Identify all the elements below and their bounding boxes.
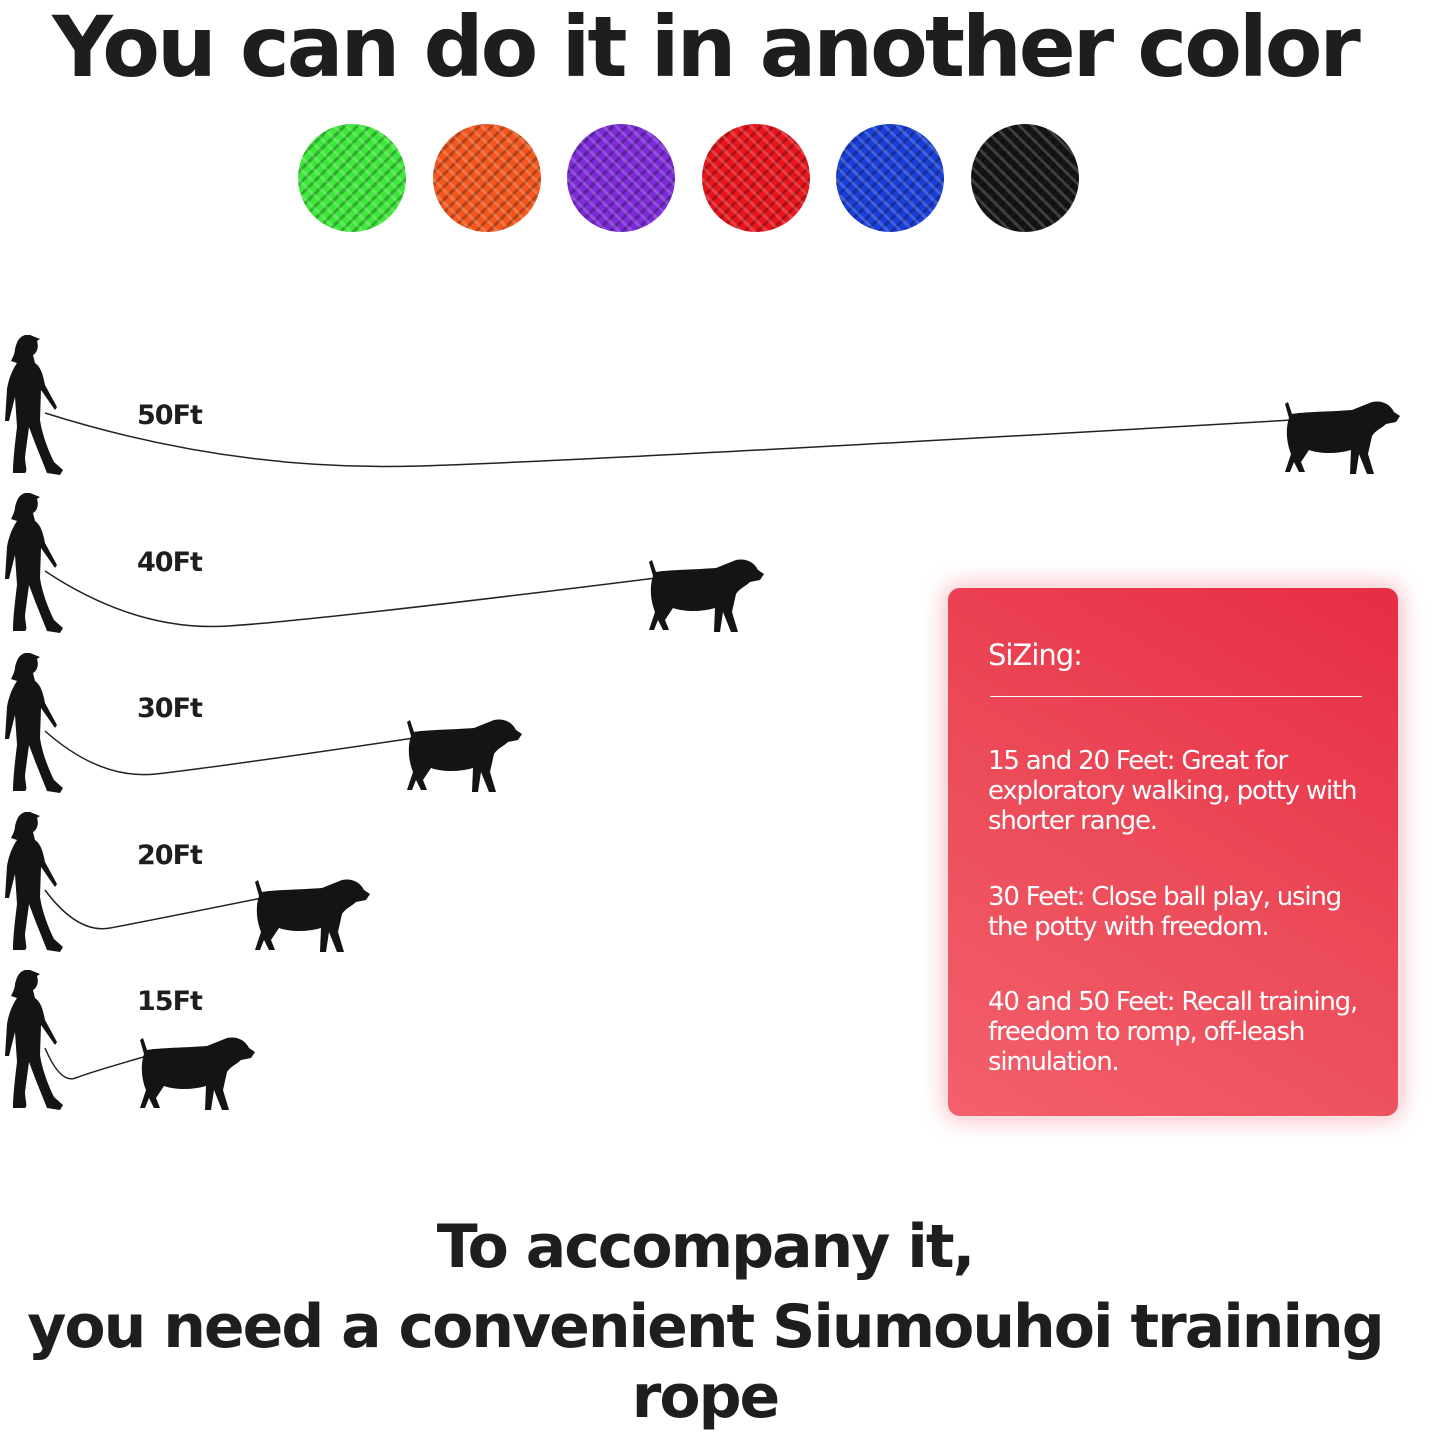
leash-line <box>44 412 1293 468</box>
footer-line-2: you need a convenient Siumouhoi training… <box>27 1292 1384 1432</box>
leash-line <box>44 889 263 930</box>
walker-silhouette-icon <box>5 812 63 952</box>
leash-row-30Ft <box>5 653 522 793</box>
color-swatch-orange <box>432 124 541 232</box>
leash-line <box>44 570 657 628</box>
footer-line-1: To accompany it, <box>436 1212 976 1282</box>
walker-silhouette-icon <box>5 970 63 1110</box>
length-label-30: 30Ft <box>137 693 203 724</box>
walker-silhouette-icon <box>5 335 63 475</box>
color-swatch-purple <box>567 124 675 232</box>
headline: You can do it in another color <box>52 0 1361 96</box>
leash-line <box>44 730 415 776</box>
length-label-40: 40Ft <box>137 547 203 578</box>
divider <box>990 696 1362 697</box>
dog-silhouette-icon <box>649 559 764 632</box>
sizing-heading: SiZing: <box>988 638 1083 672</box>
dog-silhouette-icon <box>407 719 522 792</box>
walker-silhouette-icon <box>5 493 63 633</box>
leash-row-50Ft <box>5 335 1400 475</box>
dog-silhouette-icon <box>1285 401 1400 474</box>
leash-line <box>44 1047 148 1080</box>
length-label-15: 15Ft <box>137 986 203 1017</box>
leash-length-illustration <box>5 335 1400 1110</box>
color-swatch-green <box>298 124 406 232</box>
length-label-50: 50Ft <box>137 400 203 431</box>
sizing-item-40-50: 40 and 50 Feet: Recall training, freedom… <box>988 987 1358 1077</box>
color-swatch-blue <box>836 124 944 232</box>
dog-silhouette-icon <box>140 1037 255 1110</box>
dog-silhouette-icon <box>255 879 370 952</box>
color-swatch-black <box>970 124 1079 232</box>
sizing-item-30: 30 Feet: Close ball play, using the pott… <box>988 882 1342 942</box>
leash-row-15Ft <box>5 970 255 1110</box>
sizing-panel: SiZing: 15 and 20 Feet: Great for explor… <box>946 586 1400 1118</box>
walker-silhouette-icon <box>5 653 63 793</box>
leash-row-20Ft <box>5 812 370 952</box>
length-label-20: 20Ft <box>137 840 203 871</box>
sizing-item-15-20: 15 and 20 Feet: Great for exploratory wa… <box>988 746 1357 836</box>
leash-row-40Ft <box>5 493 764 633</box>
color-swatch-red <box>701 124 810 232</box>
